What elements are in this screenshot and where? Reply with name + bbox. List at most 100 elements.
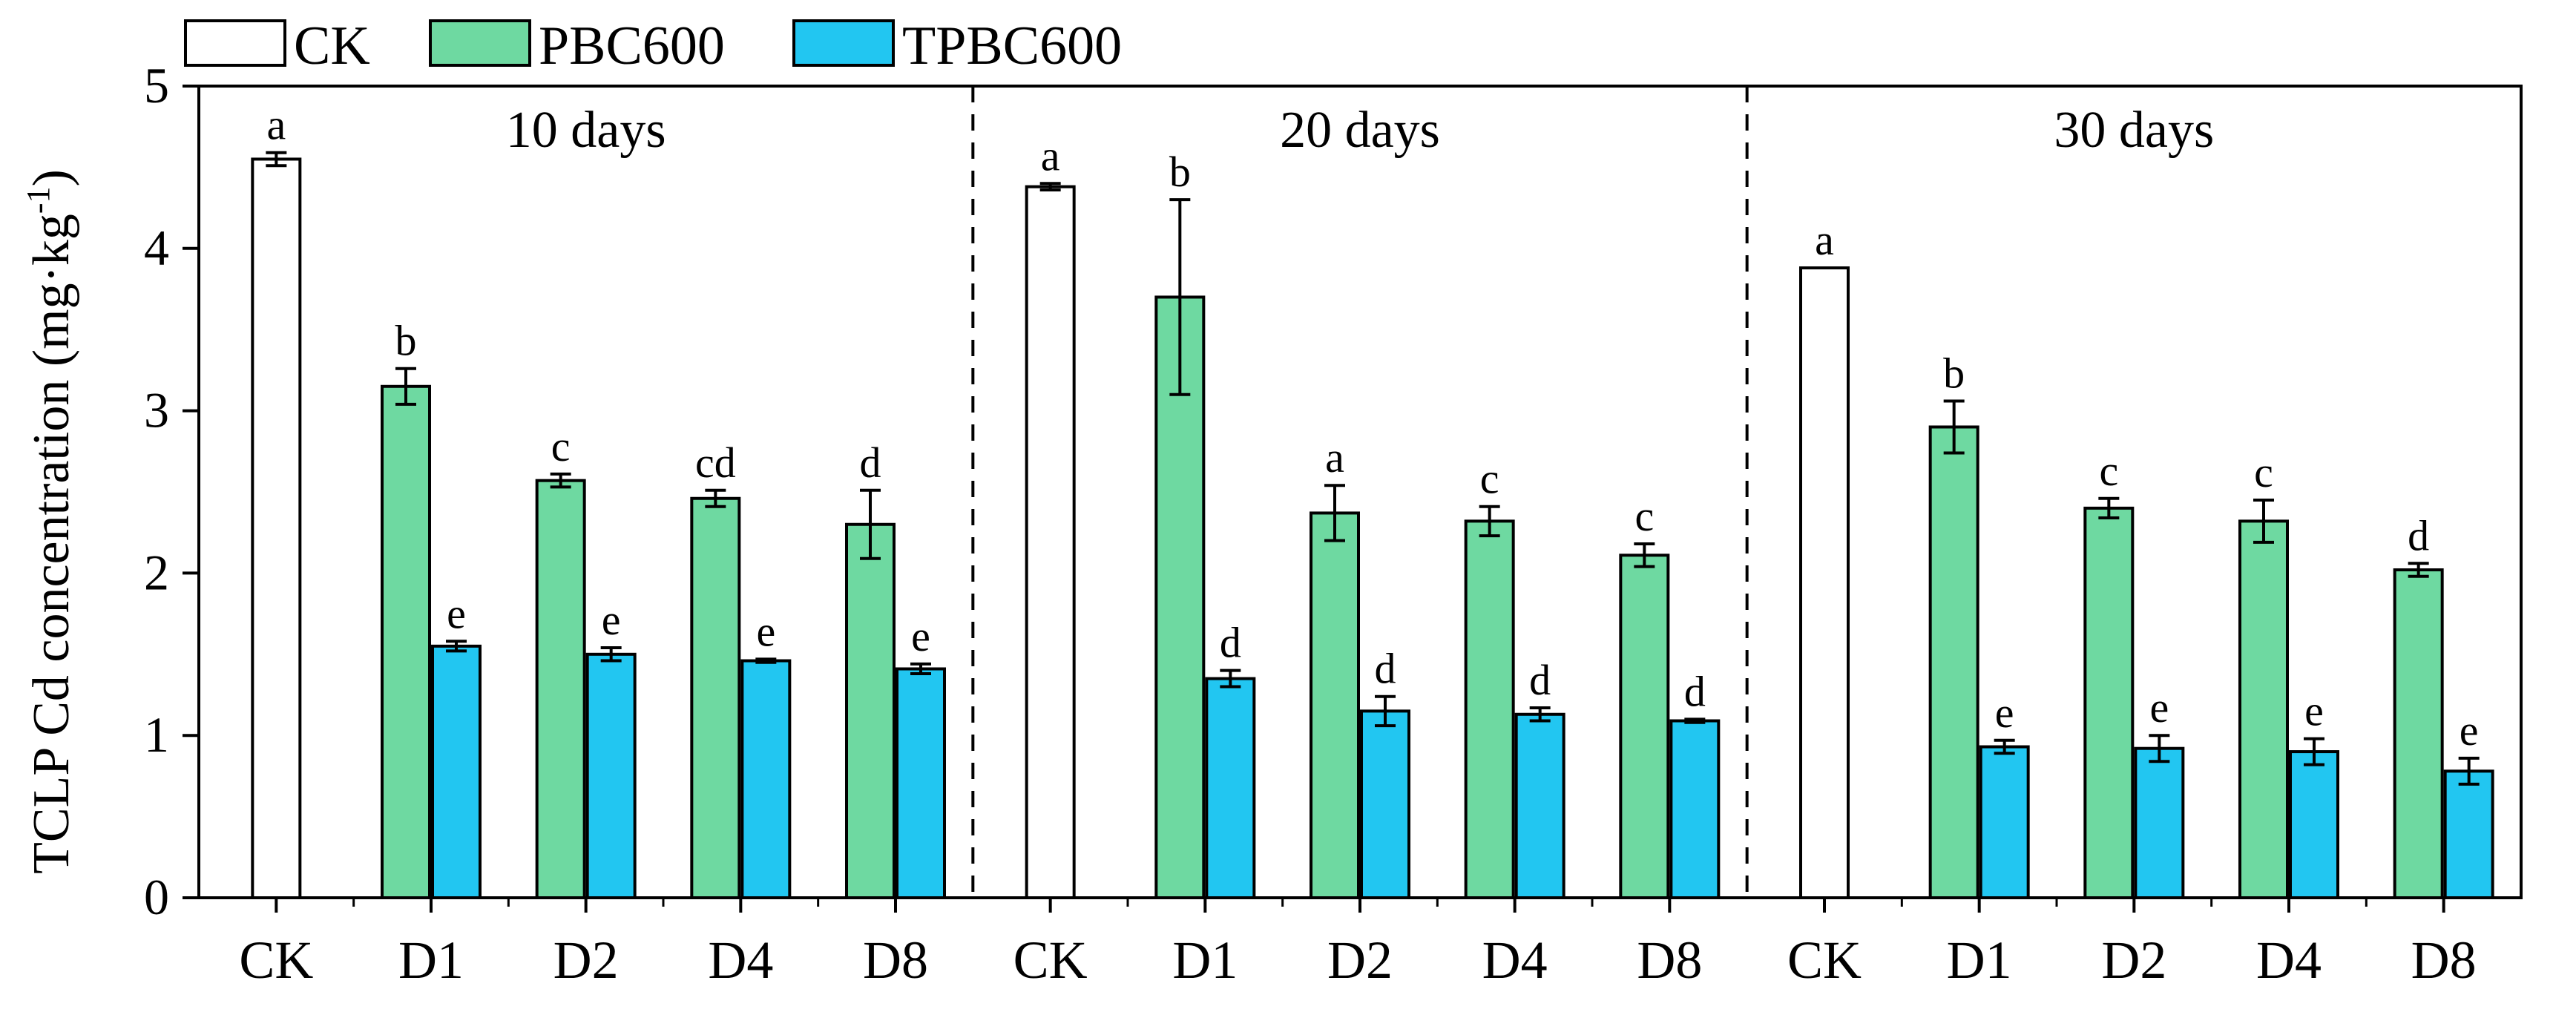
bar-tpbc600-d4 [2289,750,2339,900]
bar-group-ck: a [1025,131,1076,899]
bar-tpbc600-d4 [740,659,792,899]
y-axis-title-close: ) [23,169,80,186]
legend-label: CK [294,16,370,76]
significance-letter: c [2099,447,2118,495]
bar-pbc600-d8 [2393,568,2444,899]
bar-pbc600-d2 [1310,511,1360,899]
bar-group-pbc600: b [381,317,431,899]
legend-swatch [184,19,286,67]
significance-letter: b [395,317,417,365]
bar-tpbc600-d8 [896,667,946,899]
significance-letter: d [860,438,881,487]
panel-3: 30 days CK D1 D2 D4 D8 a b e c e c e d e [1745,86,2494,990]
y-axis-title-group: TCLP Cd concentration (mg·kg-1) [20,169,80,874]
x-tick-label: CK [1787,930,1862,990]
significance-letter: e [447,589,466,637]
bar-group-pbc600: c [2083,447,2135,899]
x-tick-label: D8 [1637,930,1702,990]
significance-letter: a [1815,216,1834,264]
bar-group-tpbc600: d [1205,619,1256,899]
significance-letter: b [1169,148,1191,196]
y-axis-title-main: TCLP Cd concentration (mg·kg [23,214,80,874]
y-tick-label: 2 [144,544,169,600]
significance-letter: d [1220,619,1241,667]
significance-letter: a [266,101,286,149]
y-axis-title-superscript: -1 [20,186,56,214]
y-tick-label: 3 [144,382,169,438]
bar-group-tpbc600: e [1979,689,2030,899]
x-tick-label: D1 [1172,930,1238,990]
bar-group-tpbc600: e [2289,687,2339,900]
significance-letter: a [1325,433,1344,482]
bar-group-tpbc600: d [1669,667,1721,899]
bar-group-pbc600: c [1619,492,1670,899]
bar-pbc600-d1 [381,384,431,899]
bar-group-tpbc600: e [585,596,637,899]
significance-letter: c [2254,448,2273,496]
bar-ck-ck [1799,266,1850,899]
x-tick-label: D1 [398,930,464,990]
significance-letter: d [2408,511,2429,559]
bar-group-ck: a [251,101,302,899]
x-tick-label: D4 [2256,930,2322,990]
x-tick-label: D2 [2101,930,2166,990]
bar-tpbc600-d1 [1205,677,1256,899]
bar-group-pbc600: c [535,422,586,899]
bar-group-pbc600: b [1154,148,1206,899]
panel-label: 30 days [2054,102,2214,159]
significance-letter: cd [695,438,736,487]
bar-group-pbc600: b [1928,349,1979,899]
bar-tpbc600-d1 [1979,745,2030,899]
bar-group-tpbc600: e [2443,706,2494,900]
bar-ck-ck [251,157,302,899]
bar-tpbc600-d4 [1514,712,1565,899]
significance-letter: b [1943,349,1965,397]
bar-group-ck: a [1799,216,1850,899]
legend-label: TPBC600 [902,16,1122,76]
panel-2: 20 days CK D1 D2 D4 D8 a b d a d c d c d [971,86,1721,990]
bar-pbc600-d1 [1154,295,1206,899]
panel-1: 10 days CK D1 D2 D4 D8 a b e c e cd e d e [239,101,946,990]
significance-letter: a [1041,131,1060,180]
significance-letter: e [2304,687,2324,735]
bar-tpbc600-d2 [2134,746,2185,899]
y-tick-label: 5 [144,57,169,114]
legend-swatch [429,19,531,67]
x-tick-label: D4 [708,930,773,990]
y-tick-label: 0 [144,869,169,925]
significance-letter: e [911,612,930,660]
y-tick-label: 4 [144,220,169,276]
x-tick-label: D2 [1327,930,1393,990]
bar-tpbc600-d2 [585,652,637,899]
significance-letter: c [1480,455,1499,503]
bar-group-tpbc600: d [1514,656,1565,899]
legend: CK PBC600 TPBC600 [184,16,1122,76]
x-tick-label: D8 [863,930,928,990]
significance-letter: e [2460,706,2479,755]
bar-group-tpbc600: e [2134,683,2185,899]
x-tick-label: CK [239,930,313,990]
significance-letter: e [602,596,621,644]
bar-ck-ck [1025,185,1076,899]
bar-pbc600-d4 [1464,519,1515,899]
significance-letter: e [1995,689,2014,737]
x-tick-label: D4 [1482,930,1548,990]
bar-group-tpbc600: e [740,607,792,899]
bar-group-pbc600: a [1310,433,1360,899]
bar-group-tpbc600: e [431,589,482,899]
bar-group-pbc600: d [845,438,896,899]
x-tick-label: D1 [1947,930,2012,990]
bar-group-pbc600: c [2238,448,2289,899]
legend-item-tpbc600: TPBC600 [792,16,1122,76]
y-tick-label: 1 [144,706,169,763]
y-axis-ticks: 0 1 2 3 4 5 [144,57,199,925]
x-tick-label: CK [1013,930,1088,990]
bar-group-pbc600: d [2393,511,2444,899]
significance-letter: e [756,607,775,655]
bar-pbc600-d1 [1928,425,1979,899]
significance-letter: d [1529,656,1551,704]
bar-pbc600-d2 [2083,506,2135,899]
panel-label: 10 days [506,102,666,159]
